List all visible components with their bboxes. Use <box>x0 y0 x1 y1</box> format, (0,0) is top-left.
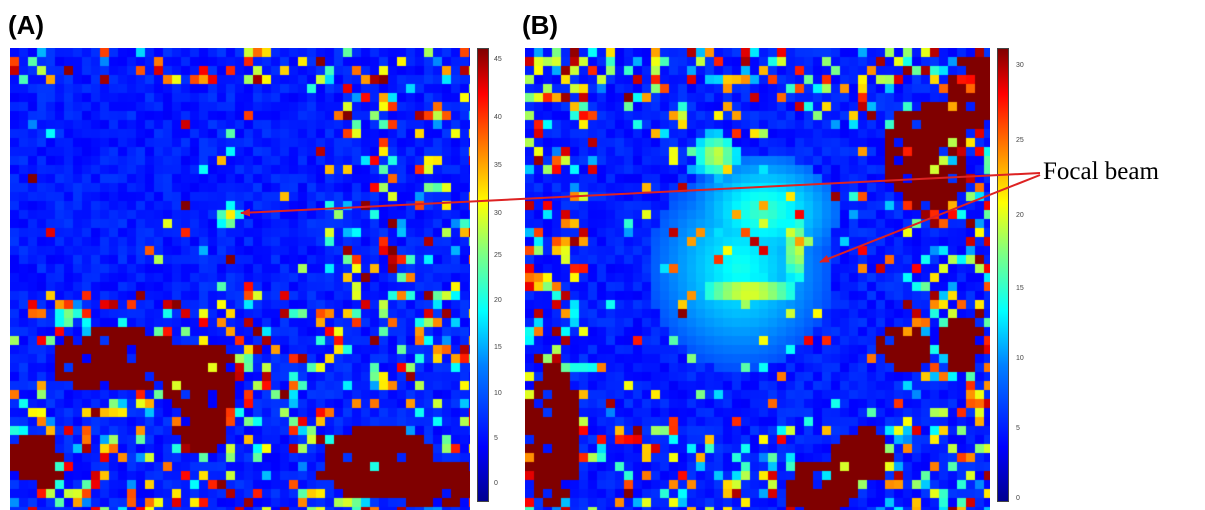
colorbar-tick: 5 <box>1016 425 1020 432</box>
panel-a-heatmap-image <box>10 48 470 510</box>
colorbar-tick: 25 <box>1016 137 1024 144</box>
colorbar-tick: 15 <box>494 344 502 351</box>
colorbar-tick: 10 <box>494 390 502 397</box>
panel-b-heatmap-image <box>525 48 990 510</box>
colorbar-tick: 35 <box>494 162 502 169</box>
colorbar-tick: 30 <box>494 210 502 217</box>
focal-beam-label: Focal beam <box>1043 158 1159 185</box>
colorbar-tick: 0 <box>1016 495 1020 502</box>
colorbar-tick: 40 <box>494 114 502 121</box>
panel-a-label: (A) <box>8 10 45 40</box>
colorbar-tick: 20 <box>494 297 502 304</box>
colorbar-tick: 15 <box>1016 285 1024 292</box>
colorbar-tick: 0 <box>494 480 498 487</box>
colorbar-tick: 30 <box>1016 62 1024 69</box>
colorbar-tick: 25 <box>494 252 502 259</box>
panel-b-colorbar <box>997 48 1009 502</box>
panel-b-label: (B) <box>522 10 559 40</box>
panel-a-colorbar <box>477 48 489 502</box>
colorbar-tick: 10 <box>1016 355 1024 362</box>
colorbar-tick: 45 <box>494 56 502 63</box>
colorbar-tick: 20 <box>1016 212 1024 219</box>
colorbar-tick: 5 <box>494 435 498 442</box>
